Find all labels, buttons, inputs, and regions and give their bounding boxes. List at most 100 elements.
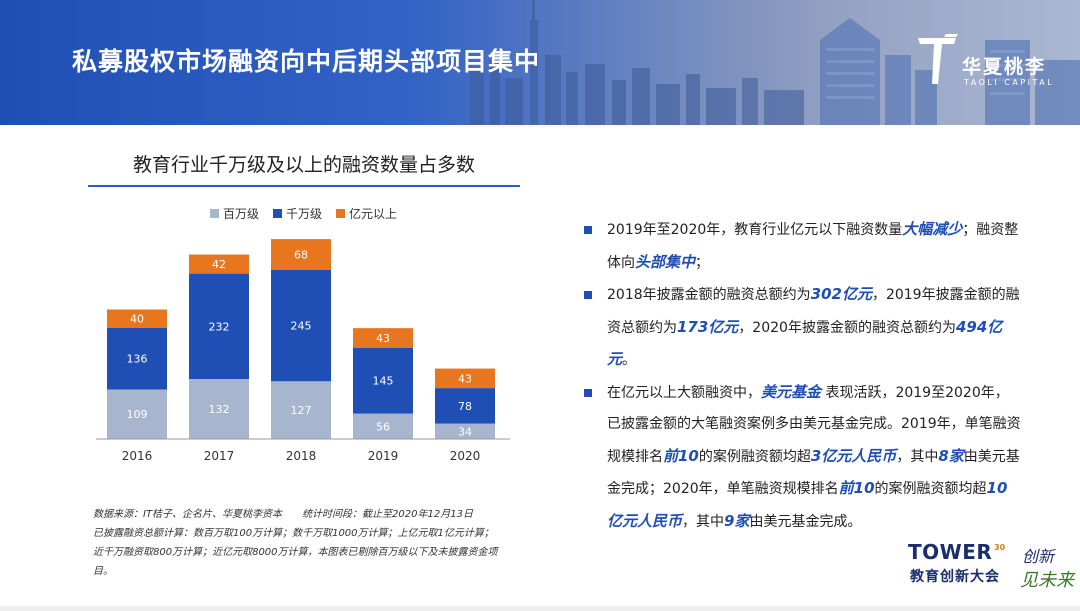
notes-line-4: 目。 [93,566,113,577]
city-skyline-image [0,0,1080,125]
bullet-text: 由美元基金完成。 [749,513,862,530]
bar-value-label: 245 [291,320,312,333]
insight-bullets: 2019年至2020年，教育行业亿元以下融资数量大幅减少；融资整体向头部集中； … [582,214,1022,538]
bar-value-label: 232 [209,320,230,333]
chart-notes: 数据来源：IT桔子、企名片、华夏桃李资本 统计时间段：截止至2020年12月13日… [93,505,593,581]
legend-item: 千万级 [273,207,322,221]
bar-segment [189,254,249,274]
header-banner: 私募股权市场融资向中后期头部项目集中 华夏桃李 TAOLI CAPITAL [0,0,1080,125]
bar-segment [435,368,495,389]
bar-value-label: 68 [294,249,308,262]
legend-label: 百万级 [223,207,259,221]
legend-item: 百万级 [210,207,259,221]
bullet-text: ，其中 [682,513,725,530]
chart-title: 教育行业千万级及以上的融资数量占多数 [132,154,475,176]
bullet-text: 由美元基金完成；2020年，单笔融资规模排名 [607,448,1020,498]
logo-name: 华夏桃李 [962,56,1047,78]
bar-value-label: 42 [212,258,226,271]
bar-segment [189,273,249,380]
bar-value-label: 43 [376,332,390,345]
stacked-bar-chart: 百万级 千万级 亿元以上 109 136 40 132 232 42 127 245 68 56 145… [96,206,510,463]
notes-line-2: 已披露融资总额计算：数百万取100万计算；数千万取1000万计算；上亿元取1亿元… [93,528,494,539]
legend-swatch [273,209,282,218]
bullet-highlight: 前10 [838,479,875,497]
bullet-text: 。 [622,352,637,368]
chart-bars: 109 136 40 132 232 42 127 245 68 56 145 43 34 78 43 [107,239,495,439]
page-title: 私募股权市场融资向中后期头部项目集中 [72,47,541,76]
bullet-item: 在亿元以上大额融资中，美元基金 表现活跃，2019至2020年，已披露金额的大笔… [582,377,1022,539]
bar-segment [353,347,413,414]
notes-period: 统计时间段：截止至2020年12月13日 [302,509,473,520]
event-name: 教育创新大会 [910,569,1000,585]
script-slogan-bottom: 见未来 [1020,570,1076,591]
bullet-item: 2018年披露金额的融资总额约为302亿元，2019年披露金额的融资总额约为17… [582,279,1022,377]
legend-swatch [336,209,345,218]
x-tick-label: 2020 [450,449,481,463]
bullet-text: 2018年披露金额的融资总额约为 [607,287,811,303]
bullet-highlight: 美元基金 [761,382,822,401]
bullet-highlight: 大幅减少 [902,220,963,238]
logo-mark-icon [918,34,958,84]
bar-segment [353,413,413,439]
bullet-text: 表现活跃，2019至2020年，已披露金额的大笔融资案例多由美元基金完成。201… [607,384,1021,465]
tower-wordmark: TOWER [908,540,993,564]
bullet-highlight: 3亿元人民币 [810,446,897,465]
bar-segment [271,239,331,270]
bullet-highlight: 10亿元人民币 [607,479,1008,530]
bullet-highlight: 8家 [938,446,964,465]
bullet-text: ； [695,254,710,271]
logo-subtitle: TAOLI CAPITAL [964,78,1055,87]
bullet-item: 2019年至2020年，教育行业亿元以下融资数量大幅减少；融资整体向头部集中； [582,214,1022,279]
bullet-highlight: 前10 [663,446,699,465]
bar-value-label: 56 [376,420,390,433]
footer-divider [0,606,1080,611]
bullet-text: 在亿元以上大额融资中， [607,384,761,401]
script-slogan-top: 创新 [1022,547,1056,566]
bar-segment [353,328,413,348]
bullet-text: ，其中 [896,448,939,465]
bar-segment [107,309,167,328]
bar-value-label: 40 [130,313,144,326]
legend-item: 亿元以上 [336,206,397,221]
legend-label: 千万级 [286,207,322,221]
bullet-highlight: 302亿元 [810,285,872,303]
bar-segment [435,388,495,424]
bar-segment [271,269,331,382]
bar-value-label: 127 [291,404,312,417]
bullet-highlight: 头部集中 [635,252,696,271]
bullet-highlight: 494亿元 [607,317,1003,369]
notes-source: 数据来源：IT桔子、企名片、华夏桃李资本 [93,509,283,520]
legend-swatch [210,209,219,218]
bullet-highlight: 9家 [724,511,750,530]
bar-value-label: 145 [373,375,394,388]
x-axis-ticks: 2016 2017 2018 2019 2020 [122,449,481,463]
bullet-text: ；融资整体向 [607,222,1019,271]
notes-line-3: 近千万融资取800万计算；近亿元取8000万计算，本图表已剔除百万级以下及未披露… [93,547,498,558]
bullet-text: ，2019年披露金额的融资总额约为 [607,287,1020,336]
tower-number: 30 [994,543,1006,552]
legend-label: 亿元以上 [349,206,397,221]
bullet-highlight: 173亿元 [677,317,739,336]
bullet-text: 的案例融资额均超 [698,448,811,465]
script-slogan-image: 创新 见未来 [1020,547,1076,591]
x-tick-label: 2016 [122,449,153,463]
bullet-text: 的案例融资额均超 [874,481,987,497]
bullet-text: ，2020年披露金额的融资总额约为 [738,319,956,336]
bar-segment [107,389,167,439]
bar-segment [189,379,249,439]
bar-value-label: 78 [458,400,472,413]
bullet-text: 2019年至2020年，教育行业亿元以下融资数量 [607,222,903,238]
chart-title-underline [88,185,520,187]
bar-segment [271,381,331,439]
event-logo: TOWER 30 教育创新大会 创新 见未来 [908,538,1076,598]
x-tick-label: 2019 [368,449,399,463]
bar-value-label: 34 [458,425,472,438]
chart-legend: 百万级 千万级 亿元以上 [210,206,397,221]
bar-value-label: 136 [127,353,148,366]
company-logo: 华夏桃李 TAOLI CAPITAL [916,34,1052,94]
bar-value-label: 109 [127,408,148,421]
bar-segment [107,327,167,390]
bar-value-label: 132 [209,403,230,416]
bar-segment [435,423,495,439]
x-tick-label: 2018 [286,449,317,463]
